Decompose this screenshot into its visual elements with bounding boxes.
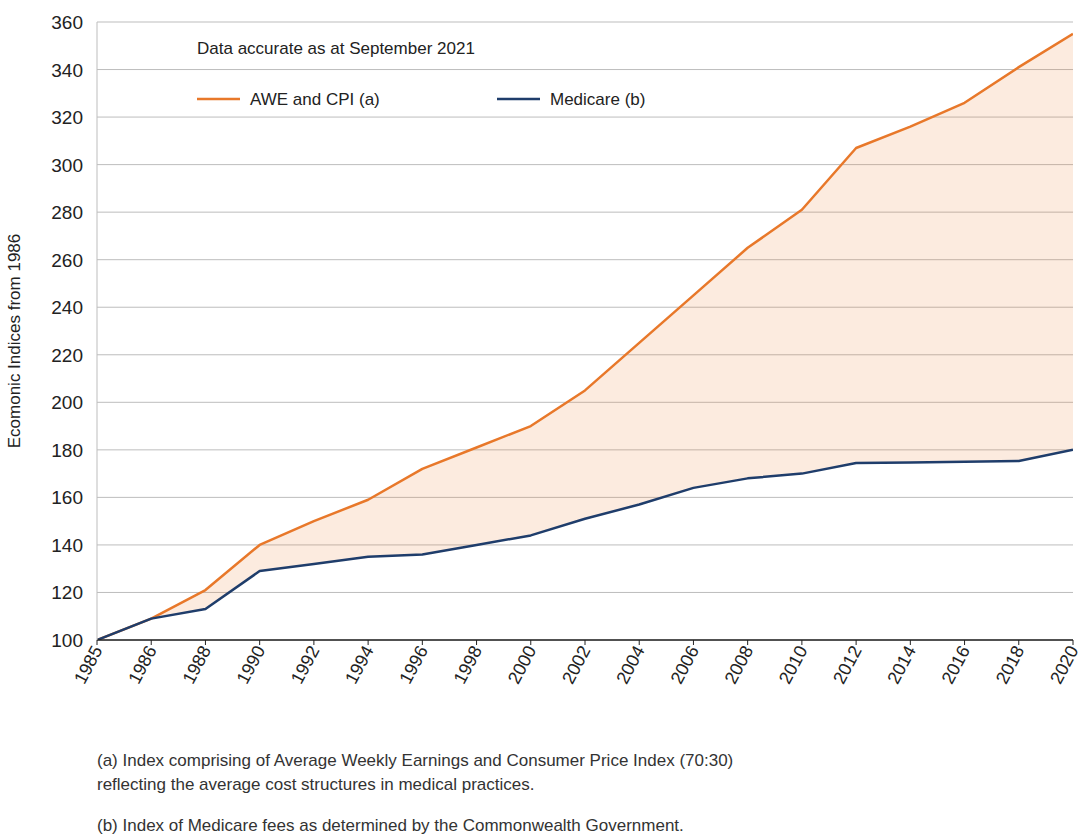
series-line [97, 34, 1073, 640]
grid-line [97, 69, 1073, 70]
plot-area [97, 34, 1073, 640]
x-tick [422, 640, 423, 645]
y-tick-label: 140 [51, 535, 83, 556]
x-tick [1018, 640, 1019, 645]
grid [97, 22, 1073, 640]
x-tick [476, 640, 477, 645]
grid-line [97, 544, 1073, 545]
x-tick [910, 640, 911, 645]
x-tick [801, 640, 802, 645]
x-tick [693, 640, 694, 645]
x-tick-label: 2018 [992, 642, 1028, 687]
x-tick [205, 640, 206, 645]
y-tick-label: 340 [51, 60, 83, 81]
footnote: (b) Index of Medicare fees as determined… [97, 816, 684, 835]
x-tick [964, 640, 965, 645]
x-tick [747, 640, 748, 645]
y-axis-label: Ecomonic Indices from 1986 [5, 234, 24, 449]
x-tick [585, 640, 586, 645]
x-tick [368, 640, 369, 645]
x-tick-label: 1994 [341, 642, 377, 687]
grid-line [97, 22, 1073, 23]
x-tick [151, 640, 152, 645]
x-tick-label: 1985 [70, 642, 106, 687]
x-tick-label: 2020 [1046, 642, 1082, 687]
grid-line [97, 117, 1073, 118]
chart-root: 100 120 140 160 180 200 220 240 260 280 300 320 340 3… [0, 0, 1087, 840]
annotation: Data accurate as at September 2021 [197, 39, 475, 58]
footnote: (a) Index comprising of Average Weekly E… [97, 751, 733, 770]
x-tick-label: 1998 [450, 642, 486, 687]
y-tick-label: 360 [51, 12, 83, 33]
legend-label: AWE and CPI (a) [250, 90, 380, 109]
x-tick-label: 1986 [124, 642, 160, 687]
x-tick-label: 2006 [667, 642, 703, 687]
x-tick-label: 2004 [612, 642, 648, 687]
x-tick-label: 1996 [395, 642, 431, 687]
y-tick-label: 100 [51, 630, 83, 651]
y-tick-label: 280 [51, 202, 83, 223]
y-tick-label: 180 [51, 440, 83, 461]
x-tick-label: 1992 [287, 642, 323, 687]
footnote: reflecting the average cost structures i… [97, 775, 534, 794]
x-tick [97, 640, 98, 645]
x-tick [530, 640, 531, 645]
y-tick-label: 200 [51, 392, 83, 413]
y-axis [97, 22, 98, 640]
y-tick-label: 260 [51, 250, 83, 271]
x-tick-label: 2002 [558, 642, 594, 687]
y-tick-label: 120 [51, 582, 83, 603]
x-tick [639, 640, 640, 645]
y-tick-label: 300 [51, 155, 83, 176]
y-tick-label: 220 [51, 345, 83, 366]
y-tick-label: 240 [51, 297, 83, 318]
x-tick-label: 2016 [938, 642, 974, 687]
y-tick-label: 160 [51, 487, 83, 508]
legend-label: Medicare (b) [550, 90, 645, 109]
x-tick-label: 2000 [504, 642, 540, 687]
grid-line [97, 592, 1073, 593]
x-tick [856, 640, 857, 645]
chart: 100 120 140 160 180 200 220 240 260 280 300 320 340 3… [0, 0, 1087, 840]
x-tick [1073, 640, 1074, 645]
legend-swatch [197, 98, 240, 101]
y-tick-label: 320 [51, 107, 83, 128]
x-tick-label: 1990 [233, 642, 269, 687]
gap-area [97, 34, 1073, 640]
x-tick-label: 2010 [775, 642, 811, 687]
x-tick-label: 2014 [883, 642, 919, 687]
x-tick-label: 2012 [829, 642, 865, 687]
x-tick-label: 1988 [179, 642, 215, 687]
x-tick [259, 640, 260, 645]
x-tick-label: 2008 [721, 642, 757, 687]
series-line [97, 450, 1073, 640]
x-tick [313, 640, 314, 645]
legend-swatch [497, 98, 540, 101]
